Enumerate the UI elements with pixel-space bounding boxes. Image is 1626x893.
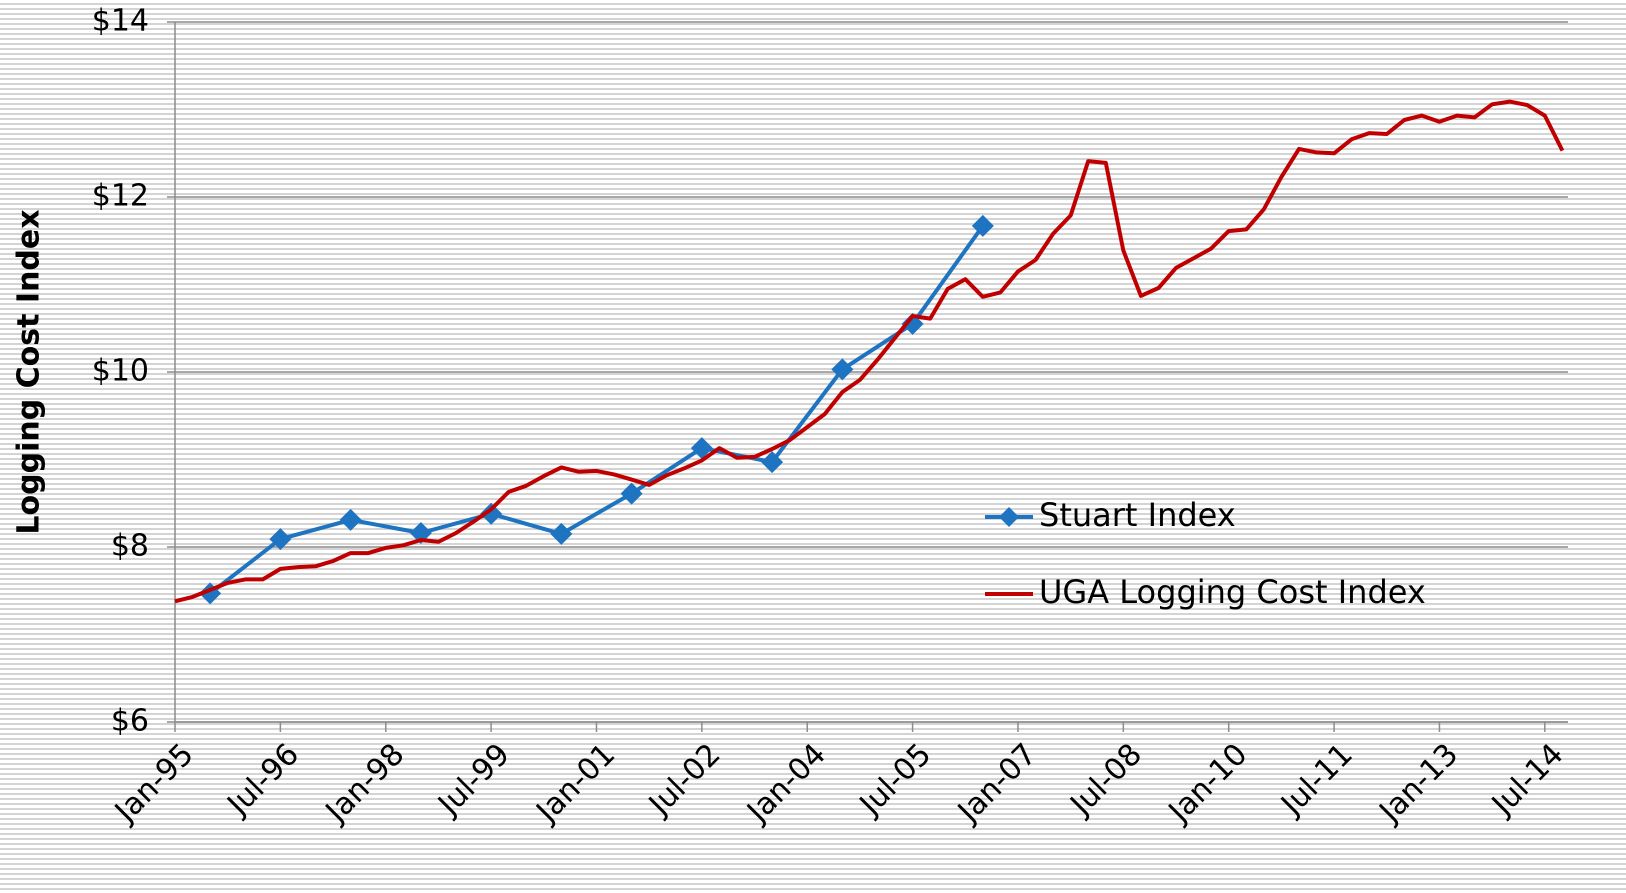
x-tick-label: Jul-02 xyxy=(641,737,727,823)
y-tick-label: $14 xyxy=(92,4,149,39)
marker xyxy=(269,528,292,551)
x-tick-label: Jan-10 xyxy=(1161,737,1255,831)
x-tick-label: Jan-07 xyxy=(950,737,1044,831)
marker xyxy=(620,482,643,505)
legend-label: Stuart Index xyxy=(1039,496,1236,534)
marker xyxy=(690,437,713,460)
y-axis-label: Logging Cost Index xyxy=(12,209,47,534)
marker xyxy=(831,358,854,381)
x-tick-label: Jan-13 xyxy=(1372,737,1466,831)
x-tick-label: Jul-99 xyxy=(430,737,516,823)
y-tick-label: $8 xyxy=(111,529,149,564)
marker xyxy=(761,451,784,474)
series-line xyxy=(208,224,985,595)
marker xyxy=(971,214,994,237)
x-tick-label: Jul-11 xyxy=(1273,737,1359,823)
series-line xyxy=(174,99,1565,604)
x-tick-label: Jan-04 xyxy=(739,737,833,831)
marker xyxy=(480,502,503,525)
x-tick-label: Jul-96 xyxy=(220,737,306,823)
legend-label: UGA Logging Cost Index xyxy=(1039,573,1426,611)
legend-marker xyxy=(999,507,1019,527)
y-tick-label: $6 xyxy=(111,704,149,739)
x-tick-label: Jul-08 xyxy=(1063,737,1149,823)
x-tick-label: Jan-98 xyxy=(318,737,412,831)
marker xyxy=(339,508,362,531)
marker xyxy=(409,522,432,544)
x-tick-label: Jul-05 xyxy=(852,737,938,823)
x-tick-label: Jan-01 xyxy=(529,737,623,831)
marker xyxy=(550,522,573,545)
x-tick-label: Jan-95 xyxy=(107,737,201,831)
y-tick-label: $10 xyxy=(92,354,149,389)
x-tick-label: Jul-14 xyxy=(1484,737,1570,823)
y-tick-label: $12 xyxy=(92,179,149,214)
